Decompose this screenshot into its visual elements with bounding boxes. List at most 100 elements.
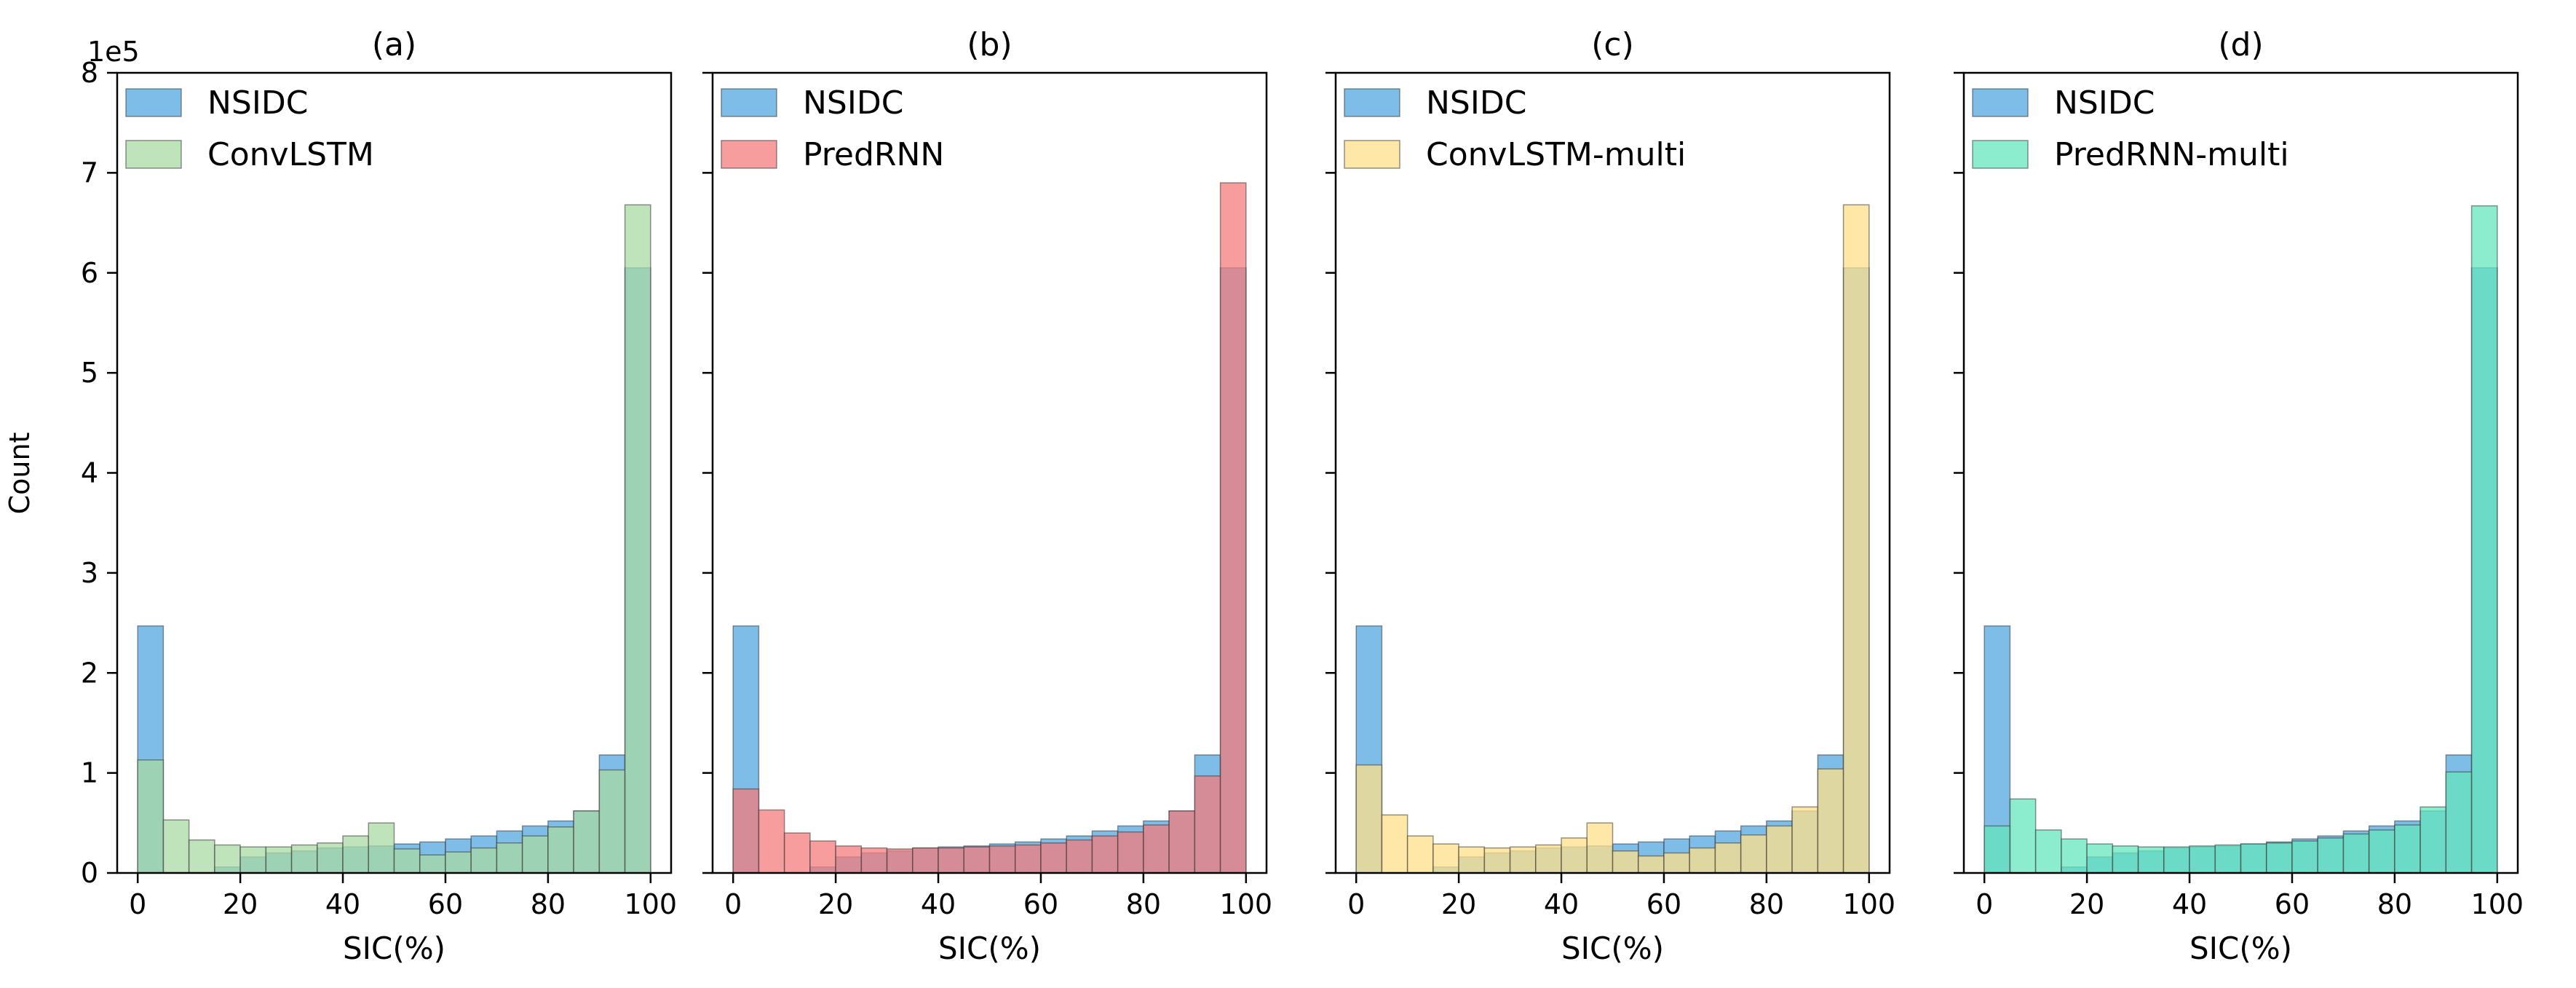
legend: NSIDC PredRNN [721, 84, 944, 173]
x-tick-label: 20 [818, 888, 853, 920]
bar [2368, 829, 2395, 874]
bar [1509, 846, 1537, 874]
subplot-title: (c) [1591, 26, 1634, 63]
bar [1066, 839, 1093, 874]
bar [214, 844, 241, 874]
x-tick-label: 60 [1646, 888, 1681, 920]
series-0 [137, 267, 651, 874]
bar [860, 847, 888, 874]
bar [1791, 806, 1819, 874]
legend-label: ConvLSTM [207, 136, 374, 173]
legend-label: NSIDC [1426, 84, 1526, 122]
axes-frame [116, 71, 673, 874]
bar [1117, 831, 1144, 874]
x-tick-label: 40 [1544, 888, 1579, 920]
bar [886, 848, 914, 874]
bar [938, 847, 965, 874]
series-1 [1355, 204, 1870, 874]
bar [2163, 846, 2190, 874]
legend: NSIDC ConvLSTM [125, 84, 374, 173]
bar [1483, 847, 1511, 874]
x-tick-label: 0 [724, 888, 742, 920]
y-tick-label: 6 [81, 257, 98, 289]
bar [547, 826, 574, 874]
x-tick-label: 0 [1347, 888, 1365, 920]
bar [1612, 850, 1639, 874]
bar [1586, 822, 1614, 874]
axes-frame [1334, 71, 1891, 874]
x-tick-label: 40 [325, 888, 360, 920]
legend-label: PredRNN [803, 136, 944, 173]
x-axis-label: SIC(%) [2189, 930, 2292, 966]
y-tick-label: 4 [81, 457, 98, 489]
bar [1406, 835, 1434, 874]
bar [2420, 806, 2447, 874]
series-1 [732, 182, 1247, 874]
bar [758, 809, 785, 874]
x-tick-label: 100 [2471, 888, 2524, 920]
x-tick-label: 20 [223, 888, 258, 920]
bar [2317, 837, 2345, 874]
legend-swatch [125, 88, 182, 117]
bar [393, 848, 421, 874]
bar [2189, 845, 2216, 874]
x-tick-label: 0 [129, 888, 146, 920]
x-tick-label: 100 [1220, 888, 1273, 920]
x-tick-label: 60 [1023, 888, 1058, 920]
axes-frame [1962, 71, 2519, 874]
x-tick-label: 80 [1126, 888, 1161, 920]
bar [1381, 814, 1408, 874]
bar [2061, 838, 2088, 874]
legend-swatch [125, 140, 182, 169]
bar [1637, 855, 1665, 874]
bar [988, 845, 1016, 874]
bar [2034, 829, 2062, 874]
series-0 [732, 267, 1247, 874]
legend-swatch [1344, 88, 1400, 117]
subplot-title: (a) [372, 26, 416, 63]
series-1 [1983, 205, 2498, 874]
bar [1143, 824, 1170, 874]
x-tick-label: 40 [2172, 888, 2207, 920]
legend-swatch [721, 140, 777, 169]
bar [1194, 775, 1221, 874]
bar [419, 854, 446, 874]
bar [2086, 843, 2114, 874]
legend: NSIDC PredRNN-multi [1972, 84, 2289, 173]
x-tick-label: 100 [625, 888, 678, 920]
x-tick-label: 80 [2377, 888, 2412, 920]
bar [521, 835, 549, 874]
bar [1663, 852, 1690, 874]
x-tick-label: 20 [2069, 888, 2104, 920]
bar [573, 810, 601, 874]
legend-label: ConvLSTM-multi [1426, 136, 1686, 173]
bar [1817, 768, 1844, 874]
bar [2137, 846, 2165, 874]
bar [1432, 843, 1459, 874]
bar [1842, 204, 1870, 874]
bar [1689, 847, 1716, 874]
x-axis-label: SIC(%) [938, 930, 1041, 966]
bar [162, 819, 190, 874]
bar [1766, 825, 1793, 874]
bar [1714, 842, 1742, 874]
y-axis-label: Count [4, 432, 36, 515]
subplot-1: 0 20 40 60 80 100 (b) SIC(%) NSIDC PredRNN [702, 26, 1272, 966]
bar [1219, 182, 1247, 874]
bar [290, 844, 318, 874]
bar [1458, 846, 1486, 874]
bar [2470, 205, 2498, 874]
bar [445, 851, 472, 874]
y-tick-label: 3 [81, 557, 98, 589]
series-0 [1355, 267, 1870, 874]
legend-swatch [721, 88, 777, 117]
legend-swatch [1344, 140, 1400, 169]
bar [1983, 825, 2011, 874]
bar [1014, 844, 1042, 874]
bar [2112, 845, 2139, 874]
subplot-3: 0 20 40 60 80 100 (d) SIC(%) NSIDC PredRNN-multi [1954, 26, 2524, 966]
bar [1040, 842, 1067, 874]
bar [963, 846, 991, 874]
bar [239, 846, 267, 874]
